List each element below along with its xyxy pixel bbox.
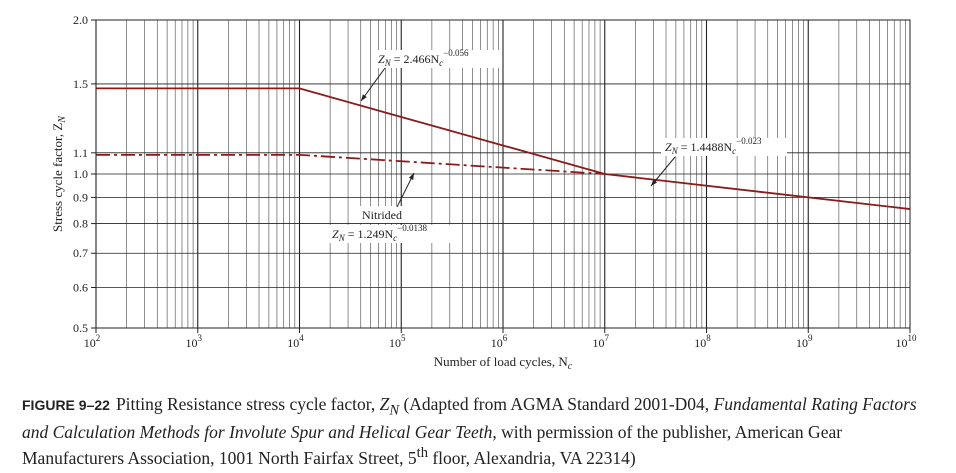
x-axis-label: Number of load cycles, Nc [434,354,573,372]
y-tick-label: 0.9 [73,190,88,204]
y-tick-label: 2.0 [73,13,88,27]
chart-annotations: ZN = 2.466Nc−0.056 ZN = 1.4488Nc−0.023 Nit… [328,48,787,243]
y-tick-label: 0.5 [73,321,88,335]
x-tick-label: 104 [287,333,304,350]
annotation-nitrided-label: Nitrided [362,208,402,222]
y-tick-label: 0.7 [73,246,88,260]
annotation-nitrided-bg [356,206,420,223]
x-tick-label: 103 [186,333,203,350]
annotation-right-arrow-head [651,179,658,186]
chart: 0.5 0.6 0.7 0.8 0.9 1.0 1.1 1.5 2.0 102 103 104 105 1… [50,13,918,372]
y-tick-label: 1.1 [73,146,88,160]
annotation-nitrided-equation: ZN = 1.249Nc−0.0138 [332,223,427,243]
annotation-right-equation-bg [661,138,787,156]
caption-text-3: , with permission of the publisher, Amer… [22,421,843,468]
y-tick-label: 0.6 [73,280,88,294]
caption-sup: th [416,444,428,461]
annotation-nitrided-equation-bg [328,225,454,243]
x-tick-label: 108 [694,333,711,350]
caption-z-sub: N [389,402,400,419]
annotation-upper-arrow-head [361,94,367,101]
y-tick-label: 1.5 [73,77,88,91]
x-tick-label: 106 [491,333,508,350]
x-tick-label: 105 [389,333,406,350]
y-axis-label: Stress cycle factor, ZN [50,115,68,232]
caption-text-4: floor, Alexandria, VA 22314) [427,447,636,468]
annotation-upper-equation-bg [374,50,500,68]
x-tick-label: 102 [84,333,101,350]
caption-text-1: Pitting Resistance stress cycle factor, [115,394,380,414]
figure-caption: FIGURE 9–22 Pitting Resistance stress cyc… [22,394,942,468]
x-tick-label: 109 [796,333,813,350]
series-line-2 [604,173,911,210]
series-line-0 [96,87,605,175]
x-tick-label: 107 [593,333,610,350]
caption-z: Z [379,394,390,414]
plot-frame [95,19,911,329]
annotation-upper-equation: ZN = 2.466Nc−0.056 [378,48,469,68]
annotation-upper-arrow [360,67,386,102]
y-tick-label: 1.0 [73,167,88,181]
series-line-1 [96,153,605,175]
caption-italic-title: Fundamental Rating Factors and Calculati… [22,394,917,442]
y-tick-label: 0.8 [73,217,88,231]
chart-grid [95,19,910,329]
annotation-nitrided-arrow-head [408,173,414,180]
x-tick-label: 1010 [896,333,918,350]
figure-label: FIGURE 9–22 [22,397,110,413]
annotation-right-equation: ZN = 1.4488Nc−0.023 [665,136,762,156]
caption-text-2: (Adapted from AGMA Standard 2001-D04, [399,394,714,414]
